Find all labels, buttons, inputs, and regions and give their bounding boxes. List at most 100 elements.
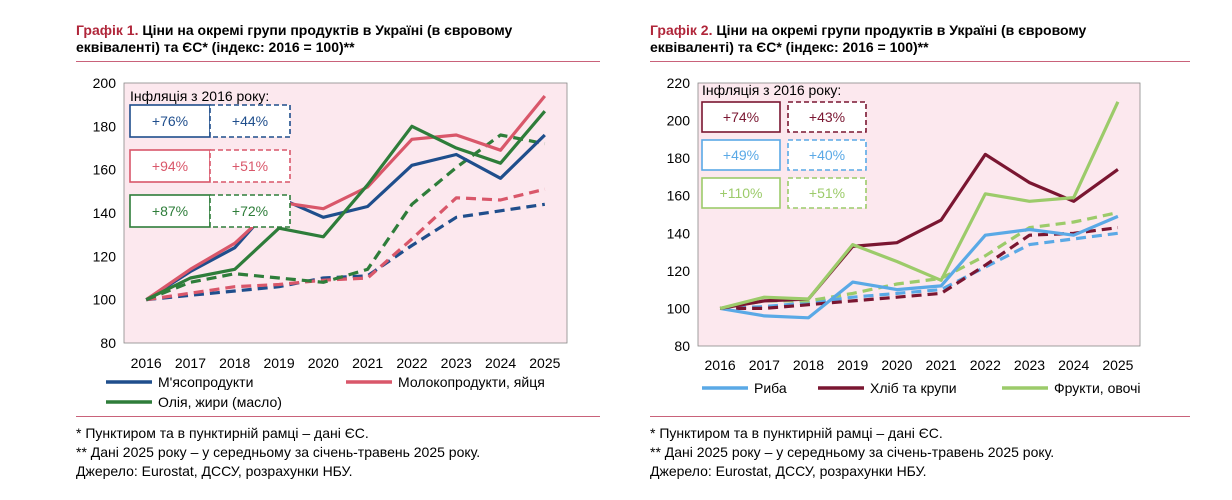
chart-notes: * Пунктиром та в пунктирній рамці – дані… — [76, 424, 480, 481]
source-line: Джерело: Eurostat, ДССУ, розрахунки НБУ. — [650, 463, 927, 479]
x-tick-label: 2023 — [1014, 357, 1045, 373]
eu-series-line — [720, 231, 1119, 310]
chart-title-text: Ціни на окремі групи продуктів в Україні… — [712, 22, 1087, 38]
plot-border — [697, 82, 1141, 347]
top-rule — [650, 61, 1190, 62]
eu-inflation-value: +51% — [232, 158, 268, 174]
note-line: * Пунктиром та в пунктирній рамці – дані… — [76, 425, 369, 441]
y-tick-label: 160 — [667, 188, 691, 204]
eu-inflation-value: +51% — [809, 185, 845, 201]
x-tick-label: 2024 — [1058, 357, 1089, 373]
legend-label: Фрукти, овочі — [1054, 380, 1141, 396]
x-tick-label: 2017 — [175, 355, 206, 371]
ua-inflation-value: +87% — [152, 203, 188, 219]
eu-series-line — [145, 133, 546, 302]
legend-label: М'ясопродукти — [158, 374, 253, 390]
x-tick-label: 2020 — [308, 355, 339, 371]
x-tick-label: 2022 — [396, 355, 427, 371]
y-tick-label: 100 — [667, 300, 691, 316]
chart-title-text: Ціни на окремі групи продуктів в Україні… — [138, 22, 513, 38]
ua-series-line — [719, 152, 1119, 310]
eu-inflation-badge — [209, 104, 291, 138]
legend-label: Молокопродукти, яйця — [398, 374, 545, 390]
ua-inflation-badge — [701, 177, 781, 209]
x-tick-label: 2018 — [219, 355, 250, 371]
line-chart-2: 80 100 120 140 160 180 200 220 2016 2017 2018 2019 2… — [667, 75, 1141, 396]
ua-series-line — [719, 214, 1119, 320]
x-tick-label: 2023 — [441, 355, 472, 371]
chart-title-line2: еквіваленті) та ЄС* (індекс: 2016 = 100)… — [650, 39, 929, 55]
eu-inflation-badge — [209, 194, 291, 228]
ua-inflation-badge — [129, 194, 211, 228]
y-tick-label: 200 — [93, 75, 117, 91]
ua-series-line — [719, 101, 1120, 310]
eu-inflation-value: +72% — [232, 203, 268, 219]
chart-title-number: Графік 2. — [650, 22, 713, 38]
inflation-title: Інфляція з 2016 року: — [130, 88, 269, 104]
bottom-rule — [650, 416, 1190, 417]
ua-inflation-value: +74% — [723, 109, 759, 125]
x-tick-label: 2022 — [970, 357, 1001, 373]
eu-series-line — [145, 187, 546, 302]
x-tick-label: 2020 — [881, 357, 912, 373]
ua-inflation-badge — [701, 139, 781, 171]
ua-inflation-value: +110% — [720, 185, 763, 201]
ua-series-line — [145, 110, 547, 302]
ua-inflation-badge — [129, 104, 211, 138]
x-tick-label: 2025 — [529, 355, 560, 371]
y-tick-label: 100 — [93, 292, 117, 308]
inflation-title: Інфляція з 2016 року: — [702, 82, 841, 98]
y-tick-label: 180 — [667, 150, 691, 166]
x-tick-label: 2018 — [793, 357, 824, 373]
y-tick-label: 80 — [100, 335, 116, 351]
x-tick-label: 2019 — [263, 355, 294, 371]
y-tick-label: 140 — [93, 205, 117, 221]
y-tick-label: 120 — [93, 248, 117, 264]
eu-inflation-value: +43% — [809, 109, 845, 125]
y-tick-label: 200 — [667, 113, 691, 129]
eu-series-line — [720, 226, 1119, 310]
eu-series-line — [146, 202, 546, 302]
eu-inflation-value: +44% — [232, 113, 268, 129]
x-tick-label: 2016 — [705, 357, 736, 373]
ua-inflation-badge — [701, 101, 781, 133]
y-tick-label: 180 — [93, 118, 117, 134]
line-chart-1: 80 100 120 140 160 180 200 2016 2017 2018 2019 2020… — [93, 75, 568, 410]
y-tick-label: 220 — [667, 75, 691, 91]
x-tick-label: 2021 — [352, 355, 383, 371]
eu-inflation-badge — [787, 139, 867, 171]
ua-inflation-value: +76% — [152, 113, 188, 129]
x-tick-label: 2025 — [1102, 357, 1133, 373]
plot-border — [123, 82, 568, 344]
x-tick-label: 2019 — [837, 357, 868, 373]
eu-inflation-badge — [209, 149, 291, 183]
note-line: * Пунктиром та в пунктирній рамці – дані… — [650, 425, 943, 441]
chart-notes: * Пунктиром та в пунктирній рамці – дані… — [650, 424, 1054, 481]
bottom-rule — [76, 416, 600, 417]
chart-title: Графік 2. Ціни на окремі групи продуктів… — [650, 22, 1190, 56]
ua-inflation-value: +94% — [152, 158, 188, 174]
legend-label: Хліб та крупи — [870, 380, 957, 396]
chart-title-number: Графік 1. — [76, 22, 139, 38]
legend-label: Риба — [754, 380, 787, 396]
ua-series-line — [145, 94, 547, 302]
top-rule — [76, 61, 600, 62]
note-line: ** Дані 2025 року – у середньому за січе… — [650, 444, 1055, 460]
y-tick-label: 120 — [667, 263, 691, 279]
y-tick-label: 160 — [93, 162, 117, 178]
eu-inflation-value: +40% — [809, 147, 845, 163]
note-line: ** Дані 2025 року – у середньому за січе… — [76, 444, 481, 460]
y-tick-label: 140 — [667, 225, 691, 241]
x-tick-label: 2021 — [926, 357, 957, 373]
chart-title: Графік 1. Ціни на окремі групи продуктів… — [76, 22, 600, 56]
y-tick-label: 80 — [674, 338, 690, 354]
chart-title-line2: еквіваленті) та ЄС* (індекс: 2016 = 100)… — [76, 39, 355, 55]
x-tick-label: 2017 — [749, 357, 780, 373]
x-tick-label: 2016 — [131, 355, 162, 371]
eu-inflation-badge — [787, 177, 867, 209]
x-tick-label: 2024 — [485, 355, 516, 371]
eu-inflation-badge — [787, 101, 867, 133]
ua-inflation-value: +49% — [723, 147, 759, 163]
legend-label: Олія, жири (масло) — [158, 394, 282, 410]
source-line: Джерело: Eurostat, ДССУ, розрахунки НБУ. — [76, 463, 353, 479]
